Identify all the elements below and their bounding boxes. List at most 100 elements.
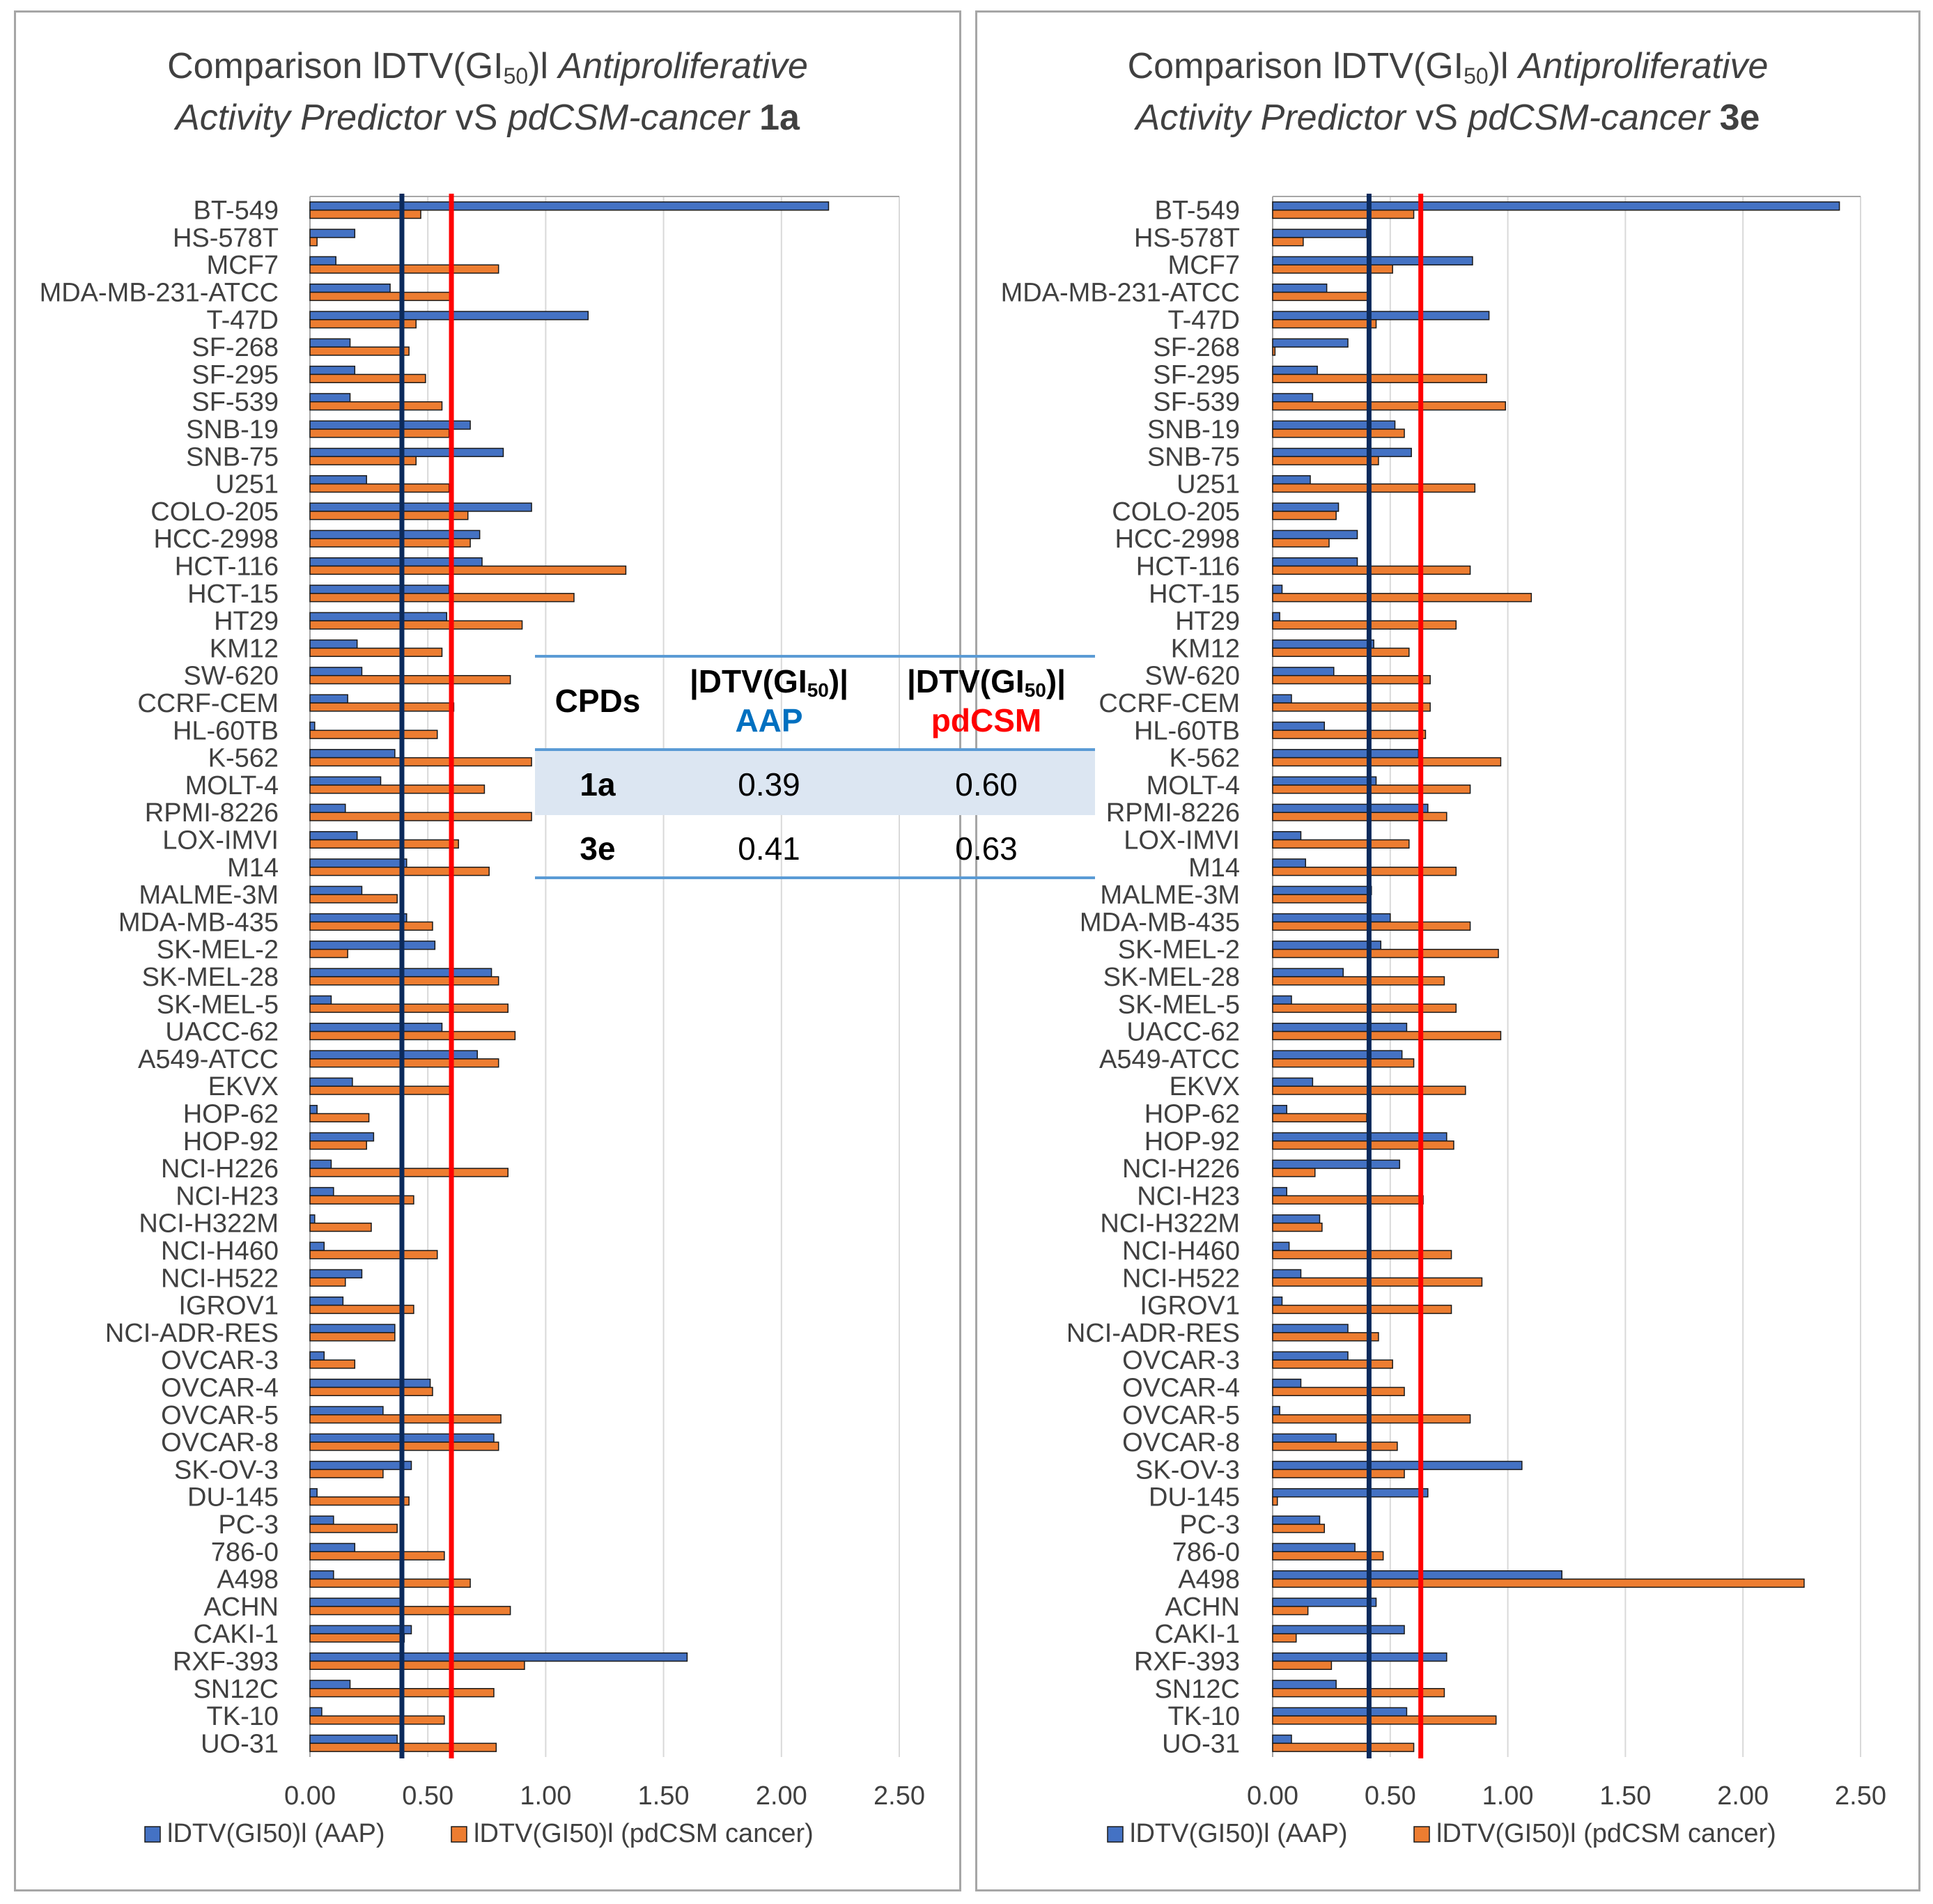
category-label: COLO-205 xyxy=(150,497,279,527)
x-tick-label: 1.00 xyxy=(1482,1781,1534,1811)
bar-aap xyxy=(309,1104,318,1115)
x-tick-label: 1.00 xyxy=(520,1781,571,1811)
bar-aap xyxy=(309,1707,323,1717)
bar-pdcsm xyxy=(1272,1742,1415,1752)
category-label: HL-60TB xyxy=(1134,716,1240,745)
bar-aap xyxy=(309,941,436,950)
category-label: BT-549 xyxy=(193,196,279,226)
bar-aap xyxy=(1272,639,1374,649)
category-label: UO-31 xyxy=(201,1729,279,1758)
category-label: IGROV1 xyxy=(178,1292,279,1321)
category-label: SK-OV-3 xyxy=(1135,1455,1240,1485)
table-cell-aap: 0.41 xyxy=(738,830,800,867)
bar-pdcsm xyxy=(309,319,417,329)
bar-aap xyxy=(309,1269,363,1279)
bar-pdcsm xyxy=(1272,456,1379,465)
category-label: A549-ATCC xyxy=(1099,1045,1240,1074)
bar-pdcsm xyxy=(1272,1058,1415,1068)
category-label: HOP-62 xyxy=(183,1099,279,1129)
bar-aap xyxy=(309,1351,325,1361)
bar-aap xyxy=(1272,1241,1290,1251)
bar-pdcsm xyxy=(309,948,348,959)
category-label: SW-620 xyxy=(183,662,279,691)
bar-aap xyxy=(309,475,367,485)
bar-pdcsm xyxy=(1272,894,1370,904)
bar-pdcsm xyxy=(309,428,450,438)
category-label: U251 xyxy=(215,470,279,500)
bar-pdcsm xyxy=(309,702,455,712)
table-header-rule xyxy=(535,748,1095,751)
bar-pdcsm xyxy=(1272,1222,1323,1232)
bar-pdcsm xyxy=(309,1578,471,1588)
table-row-shade xyxy=(535,751,1095,815)
bar-aap xyxy=(1272,1734,1292,1744)
bar-pdcsm xyxy=(1272,1304,1452,1315)
bar-aap xyxy=(309,284,391,293)
bar-pdcsm xyxy=(309,1250,438,1260)
bar-pdcsm xyxy=(1272,1386,1405,1397)
category-label: SK-MEL-5 xyxy=(1118,990,1240,1019)
bar-pdcsm xyxy=(309,1524,398,1533)
bar-aap xyxy=(1272,968,1344,977)
bar-aap xyxy=(1272,284,1328,293)
category-label: 786-0 xyxy=(1172,1538,1240,1567)
bar-pdcsm xyxy=(309,1715,445,1725)
bar-aap xyxy=(309,885,363,895)
bar-aap xyxy=(309,803,346,813)
category-label: MALME-3M xyxy=(139,881,279,910)
bar-aap xyxy=(1272,1186,1288,1197)
table-header-pdcsm-label: pdCSM xyxy=(931,702,1042,738)
bar-aap xyxy=(309,1241,325,1251)
bar-aap xyxy=(1272,1297,1283,1306)
bar-aap xyxy=(309,1515,334,1525)
bar-aap xyxy=(309,1186,334,1197)
bar-aap xyxy=(309,913,407,923)
category-label: SK-MEL-28 xyxy=(142,963,279,992)
bar-aap xyxy=(309,776,382,786)
bar-aap xyxy=(1272,776,1377,786)
category-label: EKVX xyxy=(1170,1072,1240,1101)
x-tick-label: 2.50 xyxy=(1835,1781,1886,1811)
bar-pdcsm xyxy=(309,593,575,603)
bar-pdcsm xyxy=(1272,1496,1278,1506)
category-label: SNB-19 xyxy=(186,415,279,444)
bar-pdcsm xyxy=(309,1113,370,1123)
bar-pdcsm xyxy=(1272,1660,1333,1670)
bar-aap xyxy=(1272,1570,1562,1580)
category-label: CCRF-CEM xyxy=(137,689,279,718)
bar-aap xyxy=(1272,1488,1429,1498)
bar-aap xyxy=(309,365,356,376)
category-label: MDA-MB-231-ATCC xyxy=(1001,279,1240,308)
bar-pdcsm xyxy=(1272,620,1457,630)
bar-aap xyxy=(1272,667,1335,676)
bar-aap xyxy=(1272,1460,1523,1471)
bar-pdcsm xyxy=(309,291,452,302)
category-label: OVCAR-3 xyxy=(1122,1346,1240,1375)
legend-label-aap: lDTV(GI50)l (AAP) xyxy=(167,1819,385,1848)
category-label: HT29 xyxy=(1175,607,1240,636)
bar-pdcsm xyxy=(309,1030,516,1041)
bar-aap xyxy=(1272,1515,1321,1525)
bar-pdcsm xyxy=(309,1551,445,1561)
bar-aap xyxy=(1272,1680,1337,1689)
bar-pdcsm xyxy=(309,401,443,411)
bar-aap xyxy=(1272,447,1412,458)
bar-pdcsm xyxy=(1272,1606,1309,1616)
table-header-pdcsm: |DTV(GI50)| pdCSM xyxy=(906,663,1066,738)
bar-aap xyxy=(309,694,348,704)
bar-pdcsm xyxy=(1272,401,1506,411)
bar-aap xyxy=(309,1214,316,1224)
bar-aap xyxy=(1272,1433,1337,1443)
bar-pdcsm xyxy=(309,237,318,247)
table-header-aap-label: AAP xyxy=(735,702,803,738)
bar-pdcsm xyxy=(1272,702,1431,712)
bar-aap xyxy=(1272,475,1311,485)
bar-pdcsm xyxy=(309,1168,509,1177)
bar-pdcsm xyxy=(1272,1195,1424,1205)
bar-pdcsm xyxy=(1272,1003,1457,1013)
table-header-cpds: CPDs xyxy=(554,683,641,719)
bar-pdcsm xyxy=(309,373,426,383)
bar-pdcsm xyxy=(1272,839,1410,849)
category-label: KM12 xyxy=(210,634,279,663)
bar-aap xyxy=(1272,1542,1356,1553)
